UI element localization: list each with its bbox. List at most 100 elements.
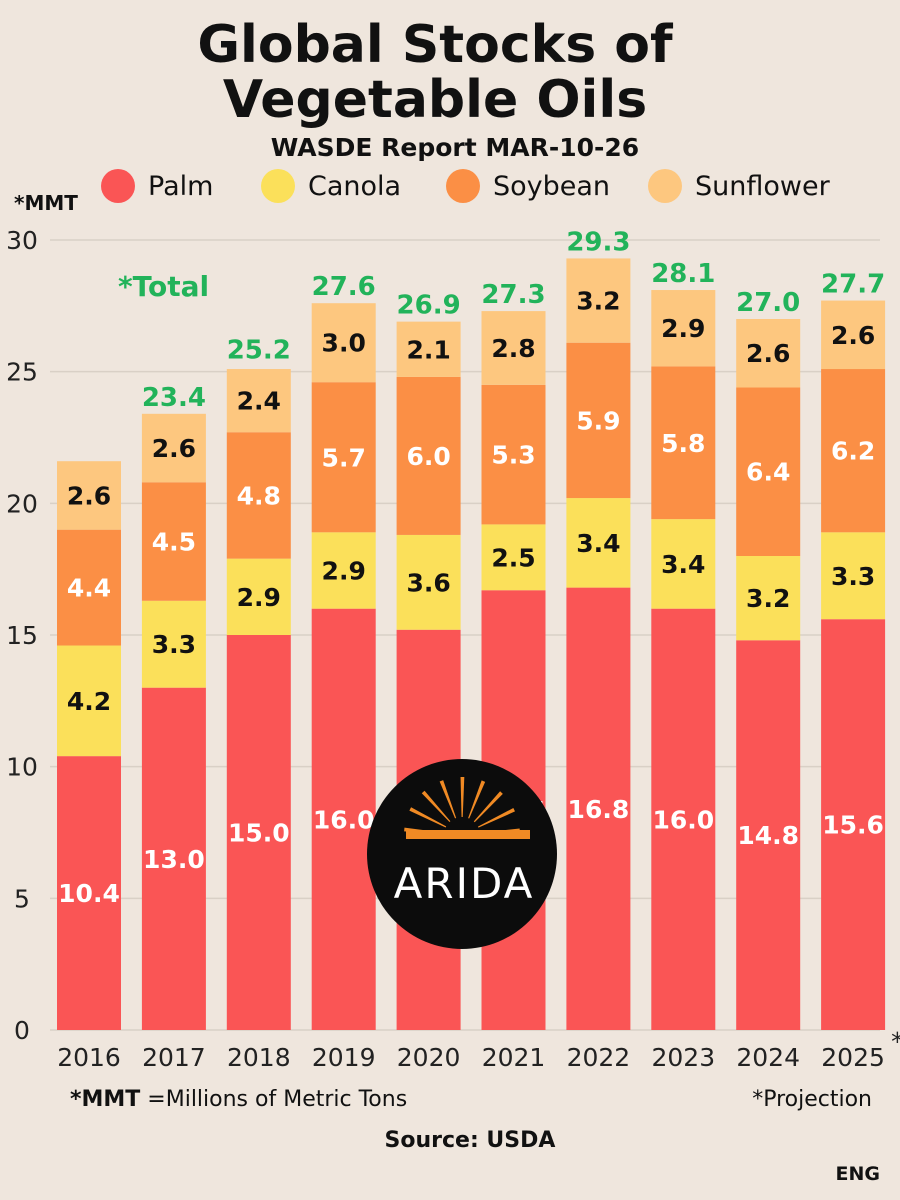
logo-ray <box>477 808 515 828</box>
label-sunflower-2024: 2.6 <box>746 339 790 368</box>
bar-sunflower-2021 <box>481 311 546 385</box>
label-soybean-2016: 4.4 <box>67 574 111 603</box>
total-label-2020: 26.9 <box>397 291 461 321</box>
legend-swatch-palm <box>101 169 135 203</box>
label-canola-2017: 3.3 <box>152 630 196 659</box>
label-canola-2018: 2.9 <box>237 583 281 612</box>
label-soybean-2023: 5.8 <box>661 429 705 458</box>
bar-palm-2016 <box>57 756 121 1030</box>
y-tick-20: 20 <box>6 489 38 518</box>
y-tick-15: 15 <box>6 621 38 650</box>
label-palm-2022: 16.8 <box>568 795 630 824</box>
x-tick-2019: 2019 <box>312 1043 376 1072</box>
bar-sunflower-2024 <box>736 319 801 388</box>
label-palm-2017: 13.0 <box>143 845 205 874</box>
chart-title-line-1: Global Stocks of <box>197 15 674 75</box>
label-soybean-2019: 5.7 <box>322 443 366 472</box>
bar-sunflower-2022 <box>566 258 631 343</box>
y-tick-30: 30 <box>6 226 38 255</box>
legend-swatch-canola <box>261 169 295 203</box>
bar-sunflower-2020 <box>396 321 461 377</box>
logo-ray <box>473 791 503 823</box>
label-canola-2024: 3.2 <box>746 584 790 613</box>
label-soybean-2021: 5.3 <box>491 441 535 470</box>
bar-canola-2016 <box>57 645 121 757</box>
label-palm-2019: 16.0 <box>313 805 375 834</box>
legend-label-canola: Canola <box>308 171 401 202</box>
logo-background <box>367 759 557 949</box>
bar-soybean-2020 <box>396 376 461 535</box>
total-label-2017: 23.4 <box>142 383 206 413</box>
label-sunflower-2023: 2.9 <box>661 314 705 343</box>
bar-canola-2024 <box>736 556 801 641</box>
segment-labels: 10.4 4.2 4.4 2.6 13.0 3.3 4.5 2.6 23.4 15.0 2.9 4.8… <box>58 227 885 908</box>
bar-canola-2022 <box>566 498 631 588</box>
bar-canola-2021 <box>481 524 546 591</box>
bar-palm-2022 <box>566 587 631 1030</box>
total-label-2022: 29.3 <box>566 227 630 257</box>
unit-footnote: *MMT =Millions of Metric Tons <box>70 1087 407 1112</box>
x-tick-2023: 2023 <box>651 1043 715 1072</box>
label-canola-2020: 3.6 <box>406 568 450 597</box>
label-canola-2019: 2.9 <box>322 556 366 585</box>
projection-marker: * <box>891 1027 900 1056</box>
bar-canola-2019 <box>311 532 376 609</box>
x-tick-2018: 2018 <box>227 1043 291 1072</box>
bar-soybean-2025 <box>821 369 886 533</box>
label-sunflower-2016: 2.6 <box>67 481 111 510</box>
logo-ray <box>421 790 451 823</box>
total-label-2025: 27.7 <box>821 270 885 300</box>
bar-soybean-2016 <box>57 529 121 646</box>
label-sunflower-2019: 3.0 <box>322 329 366 358</box>
chart-title-line-2: Vegetable Oils <box>223 70 647 130</box>
unit-definition: =Millions of Metric Tons <box>140 1087 407 1112</box>
legend-label-sunflower: Sunflower <box>695 171 831 202</box>
label-soybean-2025: 6.2 <box>831 437 875 466</box>
bar-palm-2023 <box>651 608 716 1030</box>
label-canola-2023: 3.4 <box>661 550 705 579</box>
label-sunflower-2025: 2.6 <box>831 321 875 350</box>
bar-sunflower-2025 <box>821 300 886 370</box>
label-sunflower-2021: 2.8 <box>491 334 535 363</box>
projection-footnote: *Projection <box>752 1087 872 1112</box>
bar-sunflower-2017 <box>141 413 206 483</box>
label-canola-2025: 3.3 <box>831 562 875 591</box>
x-tick-2020: 2020 <box>397 1043 461 1072</box>
label-palm-2018: 15.0 <box>228 819 290 848</box>
label-palm-2024: 14.8 <box>737 821 799 850</box>
label-soybean-2017: 4.5 <box>152 528 196 557</box>
bar-canola-2020 <box>396 534 461 630</box>
unit-abbreviation: *MMT <box>70 1087 140 1112</box>
total-label-2023: 28.1 <box>651 259 715 289</box>
bar-soybean-2023 <box>651 366 716 520</box>
totals-note: *Total <box>118 270 209 303</box>
logo-ray <box>460 777 465 818</box>
sunburst-icon <box>404 777 530 839</box>
chart-subtitle: WASDE Report MAR-10-26 <box>271 133 639 162</box>
logo-ray <box>439 780 457 819</box>
x-tick-2021: 2021 <box>482 1043 546 1072</box>
bar-soybean-2018 <box>226 432 291 559</box>
bar-canola-2025 <box>821 532 886 620</box>
x-tick-2024: 2024 <box>736 1043 800 1072</box>
bar-soybean-2017 <box>141 482 206 601</box>
bar-sunflower-2018 <box>226 369 291 433</box>
label-soybean-2022: 5.9 <box>576 406 620 435</box>
label-canola-2021: 2.5 <box>491 543 535 572</box>
label-soybean-2024: 6.4 <box>746 458 790 487</box>
label-canola-2022: 3.4 <box>576 529 620 558</box>
bar-sunflower-2016 <box>57 461 121 530</box>
label-palm-2023: 16.0 <box>652 805 714 834</box>
language-tag: ENG <box>836 1163 880 1185</box>
total-label-2019: 27.6 <box>312 272 376 302</box>
bar-palm-2025 <box>821 619 886 1030</box>
x-tick-2025: 2025 <box>821 1043 885 1072</box>
logo-text: ARIDA <box>394 859 535 908</box>
label-sunflower-2022: 3.2 <box>576 287 620 316</box>
x-axis-ticks: 2016 2017 2018 2019 2020 2021 2022 2023 2024 2025… <box>57 1027 900 1072</box>
arida-logo: ARIDA <box>367 759 557 949</box>
bar-canola-2023 <box>651 519 716 609</box>
bar-sunflower-2023 <box>651 290 716 367</box>
bar-canola-2018 <box>226 558 291 635</box>
